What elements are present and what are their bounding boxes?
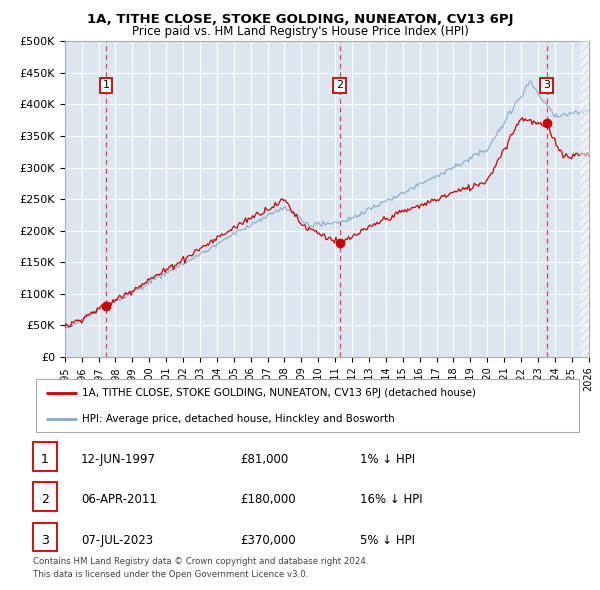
Text: 07-JUL-2023: 07-JUL-2023 xyxy=(81,533,153,546)
Text: £180,000: £180,000 xyxy=(240,493,296,506)
Text: 06-APR-2011: 06-APR-2011 xyxy=(81,493,157,506)
Text: £81,000: £81,000 xyxy=(240,453,288,466)
Text: 3: 3 xyxy=(41,533,49,546)
Text: 16% ↓ HPI: 16% ↓ HPI xyxy=(360,493,422,506)
Text: This data is licensed under the Open Government Licence v3.0.: This data is licensed under the Open Gov… xyxy=(33,571,308,579)
Text: 1: 1 xyxy=(103,80,110,90)
Text: 1A, TITHE CLOSE, STOKE GOLDING, NUNEATON, CV13 6PJ (detached house): 1A, TITHE CLOSE, STOKE GOLDING, NUNEATON… xyxy=(82,388,476,398)
Text: 1% ↓ HPI: 1% ↓ HPI xyxy=(360,453,415,466)
Text: 12-JUN-1997: 12-JUN-1997 xyxy=(81,453,156,466)
Text: 1A, TITHE CLOSE, STOKE GOLDING, NUNEATON, CV13 6PJ: 1A, TITHE CLOSE, STOKE GOLDING, NUNEATON… xyxy=(87,13,513,26)
Text: 2: 2 xyxy=(336,80,343,90)
Text: 1: 1 xyxy=(41,453,49,466)
FancyBboxPatch shape xyxy=(36,379,579,432)
Text: HPI: Average price, detached house, Hinckley and Bosworth: HPI: Average price, detached house, Hinc… xyxy=(82,414,395,424)
Text: £370,000: £370,000 xyxy=(240,533,296,546)
Text: 3: 3 xyxy=(543,80,550,90)
Text: 2: 2 xyxy=(41,493,49,506)
Text: Price paid vs. HM Land Registry's House Price Index (HPI): Price paid vs. HM Land Registry's House … xyxy=(131,25,469,38)
Text: Contains HM Land Registry data © Crown copyright and database right 2024.: Contains HM Land Registry data © Crown c… xyxy=(33,558,368,566)
Text: 5% ↓ HPI: 5% ↓ HPI xyxy=(360,533,415,546)
